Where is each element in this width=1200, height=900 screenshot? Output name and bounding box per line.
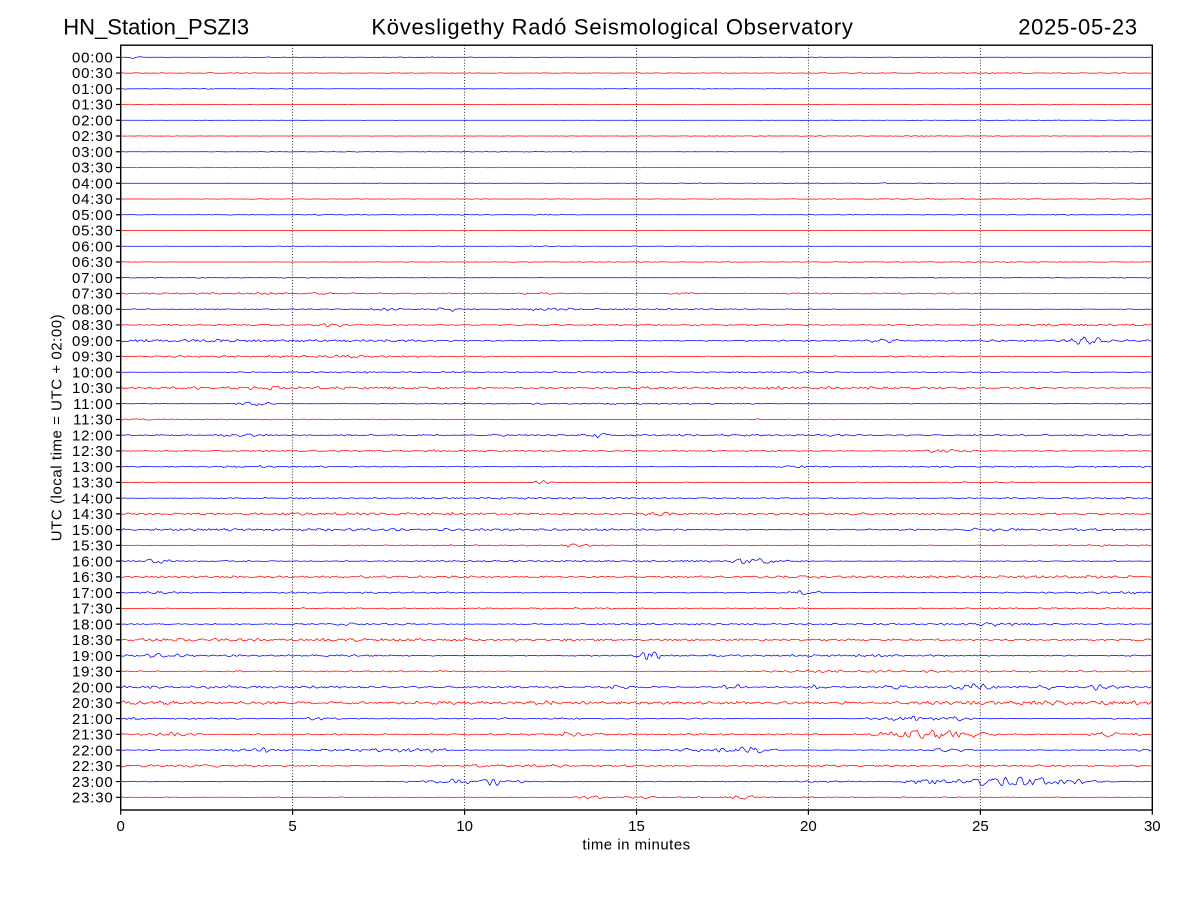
- svg-text:17:00: 17:00: [72, 585, 114, 602]
- svg-text:10:00: 10:00: [72, 364, 114, 381]
- svg-text:04:00: 04:00: [72, 176, 114, 193]
- svg-text:01:00: 01:00: [72, 81, 114, 98]
- svg-text:00:00: 00:00: [72, 50, 114, 67]
- svg-text:12:30: 12:30: [72, 443, 114, 460]
- svg-text:03:30: 03:30: [72, 160, 114, 177]
- svg-text:2025-05-23: 2025-05-23: [1018, 14, 1138, 39]
- svg-text:UTC (local time = UTC + 02:00): UTC (local time = UTC + 02:00): [49, 314, 66, 541]
- svg-text:08:00: 08:00: [72, 301, 114, 318]
- svg-text:22:30: 22:30: [72, 758, 114, 775]
- svg-text:19:30: 19:30: [72, 664, 114, 681]
- svg-text:16:00: 16:00: [72, 553, 114, 570]
- svg-text:Kövesligethy Radó Seismologica: Kövesligethy Radó Seismological Observat…: [371, 14, 853, 39]
- svg-text:11:30: 11:30: [73, 412, 113, 429]
- svg-text:06:30: 06:30: [72, 254, 114, 271]
- svg-text:03:00: 03:00: [72, 144, 114, 161]
- svg-text:20: 20: [800, 818, 817, 835]
- svg-text:HN_Station_PSZI3: HN_Station_PSZI3: [63, 14, 249, 39]
- svg-text:18:30: 18:30: [72, 632, 114, 649]
- svg-text:10: 10: [456, 818, 473, 835]
- svg-text:09:30: 09:30: [72, 349, 114, 366]
- svg-text:07:00: 07:00: [72, 270, 114, 287]
- svg-text:13:00: 13:00: [72, 459, 114, 476]
- svg-text:02:30: 02:30: [72, 128, 114, 145]
- svg-text:14:00: 14:00: [72, 490, 114, 507]
- svg-text:25: 25: [972, 818, 989, 835]
- svg-text:15:00: 15:00: [72, 522, 114, 539]
- svg-text:13:30: 13:30: [72, 475, 114, 492]
- svg-text:20:30: 20:30: [72, 695, 114, 712]
- svg-text:00:30: 00:30: [72, 65, 114, 82]
- svg-text:05:30: 05:30: [72, 223, 114, 240]
- svg-text:09:00: 09:00: [72, 333, 114, 350]
- svg-text:07:30: 07:30: [72, 286, 114, 303]
- svg-text:5: 5: [288, 818, 296, 835]
- svg-text:21:30: 21:30: [72, 727, 114, 744]
- svg-text:22:00: 22:00: [72, 742, 114, 759]
- svg-text:08:30: 08:30: [72, 317, 114, 334]
- svg-text:12:00: 12:00: [72, 427, 114, 444]
- svg-text:23:00: 23:00: [72, 774, 114, 791]
- svg-text:02:00: 02:00: [72, 113, 114, 130]
- svg-text:20:00: 20:00: [72, 679, 114, 696]
- svg-text:23:30: 23:30: [72, 790, 114, 807]
- svg-text:15: 15: [628, 818, 645, 835]
- svg-text:17:30: 17:30: [72, 601, 114, 618]
- svg-text:0: 0: [117, 818, 125, 835]
- svg-text:14:30: 14:30: [72, 506, 114, 523]
- svg-text:10:30: 10:30: [72, 380, 114, 397]
- svg-text:05:00: 05:00: [72, 207, 114, 224]
- svg-text:11:00: 11:00: [73, 396, 113, 413]
- svg-text:04:30: 04:30: [72, 191, 114, 208]
- svg-text:15:30: 15:30: [72, 538, 114, 555]
- svg-text:21:00: 21:00: [72, 711, 114, 728]
- svg-text:01:30: 01:30: [72, 97, 114, 114]
- svg-text:16:30: 16:30: [72, 569, 114, 586]
- svg-text:18:00: 18:00: [72, 616, 114, 633]
- svg-text:30: 30: [1144, 818, 1161, 835]
- svg-text:19:00: 19:00: [72, 648, 114, 665]
- svg-text:time in minutes: time in minutes: [582, 837, 690, 854]
- svg-text:06:00: 06:00: [72, 238, 114, 255]
